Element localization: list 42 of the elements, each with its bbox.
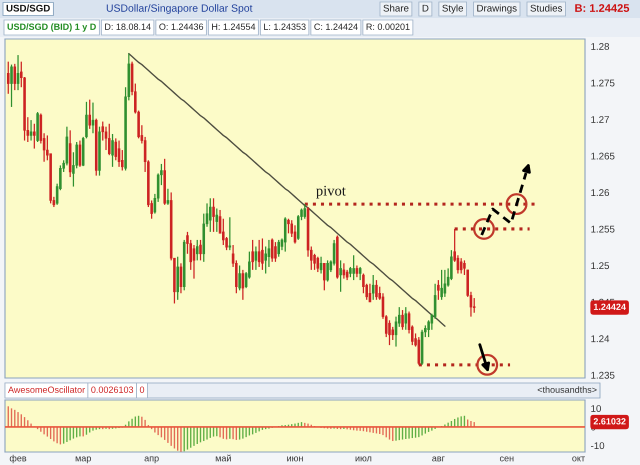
x-tick-label: июн <box>287 456 303 462</box>
text: Drawings <box>477 4 517 14</box>
y-tick-label: 1.275 <box>591 80 614 86</box>
y-tick-label: 1.28 <box>591 43 610 50</box>
x-tick-label: окт <box>572 456 585 462</box>
text: L: 1.24353 <box>264 24 306 30</box>
chart-title: AwesomeOscillator <box>8 386 85 393</box>
x-tick-label: апр <box>144 456 159 464</box>
chart-subtitle: USD/SGD (BID) 1 y D <box>8 23 96 32</box>
x-tick-label: июл <box>356 456 372 462</box>
text: B: 1.24425 <box>575 4 630 12</box>
x-tick-label: авг <box>432 456 445 462</box>
text: USD/SGD <box>6 4 50 12</box>
text: D: 18.08.14 <box>105 24 151 30</box>
text: H: 1.24554 <box>212 24 256 30</box>
y-tick-label: 1.255 <box>591 226 614 233</box>
text: 0.0026103 <box>91 386 134 393</box>
text: C: 1.24424 <box>314 24 358 30</box>
x-tick-label: фев <box>10 454 26 464</box>
chart-title: USDollar/Singapore Dollar Spot <box>106 4 252 14</box>
text: Style <box>442 4 464 14</box>
y-tick-label: 1.26 <box>591 189 610 196</box>
y-tick-label: 1.235 <box>591 372 614 379</box>
y-tick-label: 10 <box>591 405 601 412</box>
x-tick-label: май <box>216 454 231 462</box>
x-tick-label: сен <box>500 456 514 462</box>
text: 1.24424 <box>594 304 626 310</box>
text: O: 1.24436 <box>159 24 204 30</box>
text: Studies <box>530 4 562 12</box>
text: 2.61032 <box>594 418 626 425</box>
y-tick-label: 1.24 <box>591 335 610 342</box>
text: Share <box>383 4 409 12</box>
text: R: 0.00201 <box>366 24 410 30</box>
x-tick-label: мар <box>76 456 91 464</box>
y-tick-label: 1.265 <box>591 152 614 160</box>
series-label: pivot <box>316 186 346 199</box>
text: D <box>422 4 428 12</box>
y-tick-label: 1.25 <box>591 262 610 270</box>
text: 0 <box>140 386 144 393</box>
y-tick-label: -10 <box>590 442 604 450</box>
text: <thousandths> <box>538 386 597 393</box>
y-tick-label: 1.27 <box>591 116 609 123</box>
